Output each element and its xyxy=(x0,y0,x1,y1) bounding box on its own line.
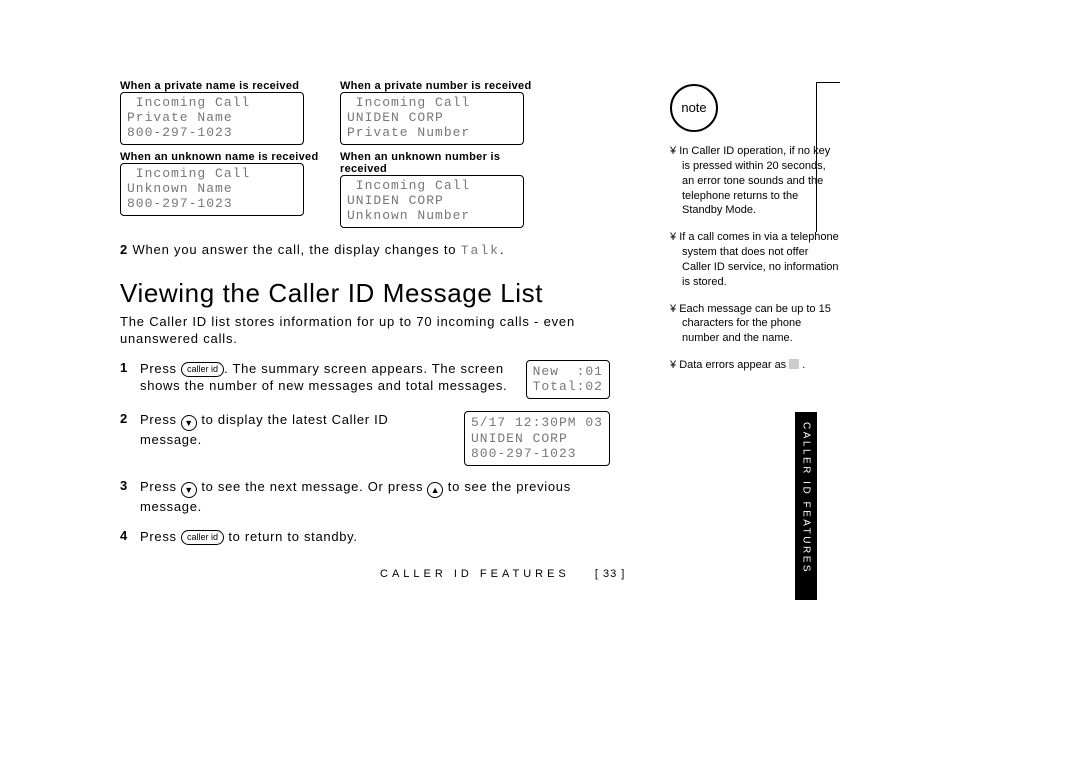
callerid-button-icon: caller id xyxy=(181,530,224,545)
step-text: Press ▼ to see the next message. Or pres… xyxy=(140,478,610,516)
down-arrow-button-icon: ▼ xyxy=(181,415,197,431)
step-number: 4 xyxy=(120,528,132,543)
up-arrow-button-icon: ▲ xyxy=(427,482,443,498)
lcd-display: New :01 Total:02 xyxy=(526,360,610,399)
down-arrow-button-icon: ▼ xyxy=(181,482,197,498)
lcd-line: UNIDEN CORP xyxy=(347,110,444,125)
steps-list: 1 Press caller id. The summary screen app… xyxy=(120,360,610,546)
note-item: If a call comes in via a telephone syste… xyxy=(670,230,840,289)
step-text: Press caller id to return to standby. xyxy=(140,528,610,546)
tab-label: CALLER ID FEATURES xyxy=(801,422,812,574)
note-label: note xyxy=(681,99,706,117)
lcd-line: Incoming Call xyxy=(347,178,470,193)
section-intro: The Caller ID list stores information fo… xyxy=(120,313,610,348)
lcd-line: Incoming Call xyxy=(127,166,250,181)
lcd-line: Unknown Name xyxy=(127,181,233,196)
lcd-line: Private Number xyxy=(347,125,470,140)
lcd-line: Incoming Call xyxy=(347,95,470,110)
lcd-label: When an unknown name is received xyxy=(120,151,320,163)
sidebar-notes: note In Caller ID operation, if no key i… xyxy=(670,80,840,385)
step-number: 1 xyxy=(120,360,132,375)
step-row: 2 Press ▼ to display the latest Caller ID… xyxy=(120,411,610,466)
lcd-line: Incoming Call xyxy=(127,95,250,110)
data-error-glyph-icon xyxy=(789,359,799,369)
lcd-line: Unknown Number xyxy=(347,208,470,223)
manual-page: When a private name is received Incoming… xyxy=(120,80,840,557)
step-row: 3 Press ▼ to see the next message. Or pre… xyxy=(120,478,610,516)
page-number: [ 33 ] xyxy=(595,568,625,580)
page-footer: CALLER ID FEATURES [ 33 ] xyxy=(380,568,625,580)
footer-section-label: CALLER ID FEATURES xyxy=(380,568,570,580)
lcd-display: Incoming Call UNIDEN CORP Unknown Number xyxy=(340,175,524,228)
note-item: In Caller ID operation, if no key is pre… xyxy=(670,144,840,218)
section-heading: Viewing the Caller ID Message List xyxy=(120,278,610,309)
lcd-display: 5/17 12:30PM 03 UNIDEN CORP 800-297-1023 xyxy=(464,411,610,466)
step-number: 3 xyxy=(120,478,132,493)
crop-mark xyxy=(816,82,818,232)
lcd-display: Incoming Call Private Name 800-297-1023 xyxy=(120,92,304,145)
talk-label: Talk xyxy=(461,243,500,258)
lcd-display: Incoming Call Unknown Name 800-297-1023 xyxy=(120,163,304,216)
step-text: When you answer the call, the display ch… xyxy=(132,242,460,257)
note-item: Data errors appear as . xyxy=(670,358,840,373)
note-icon: note xyxy=(670,84,718,132)
lcd-examples-grid: When a private name is received Incoming… xyxy=(120,80,610,228)
lcd-line: Private Name xyxy=(127,110,233,125)
step-number: 2 xyxy=(120,411,132,426)
step-number: 2 xyxy=(120,242,128,257)
lcd-line: 800-297-1023 xyxy=(127,125,233,140)
step-row: 1 Press caller id. The summary screen app… xyxy=(120,360,610,399)
lcd-label: When a private name is received xyxy=(120,80,320,92)
lcd-label: When an unknown number is received xyxy=(340,151,540,175)
section-tab: CALLER ID FEATURES xyxy=(795,412,817,600)
answer-step: 2 When you answer the call, the display … xyxy=(120,242,610,258)
lcd-line: UNIDEN CORP xyxy=(347,193,444,208)
step-row: 4 Press caller id to return to standby. xyxy=(120,528,610,546)
lcd-display: Incoming Call UNIDEN CORP Private Number xyxy=(340,92,524,145)
note-item: Each message can be up to 15 characters … xyxy=(670,302,840,347)
main-column: When a private name is received Incoming… xyxy=(120,80,610,557)
crop-mark xyxy=(816,82,840,84)
step-text: . xyxy=(500,242,504,257)
step-text: Press caller id. The summary screen appe… xyxy=(140,360,510,395)
lcd-line: 800-297-1023 xyxy=(127,196,233,211)
lcd-label: When a private number is received xyxy=(340,80,540,92)
step-text: Press ▼ to display the latest Caller ID … xyxy=(140,411,448,449)
callerid-button-icon: caller id xyxy=(181,362,224,377)
